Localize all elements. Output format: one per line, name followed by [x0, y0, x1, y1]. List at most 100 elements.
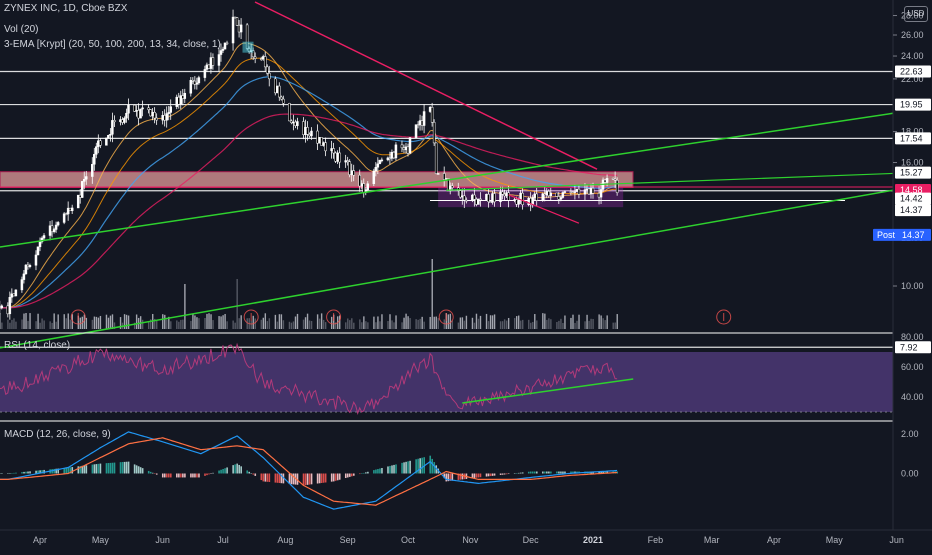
volume-bar [156, 320, 158, 329]
volume-bar [375, 322, 377, 329]
volume-bar [546, 319, 548, 329]
macd-histogram-bar [147, 470, 150, 474]
volume-bar [49, 321, 51, 329]
macd-histogram-bar [155, 473, 158, 475]
macd-histogram-bar [316, 473, 319, 484]
time-tick-label: Feb [648, 535, 664, 545]
price-level-tag [895, 98, 931, 111]
macd-histogram-bar [391, 465, 393, 474]
candle-body [50, 225, 54, 232]
volume-bar [184, 284, 186, 329]
candle-body [555, 192, 559, 197]
price-tick-label: 22.00 [901, 74, 924, 84]
volume-bar [43, 320, 45, 329]
downtrend-line [254, 1, 598, 170]
volume-bar [280, 314, 283, 329]
macd-histogram-bar [236, 463, 238, 474]
candle-body [362, 183, 366, 193]
macd-histogram-bar [218, 470, 220, 474]
macd-histogram-bar [548, 471, 550, 474]
time-tick-label: Sep [340, 535, 356, 545]
volume-bar [419, 318, 421, 329]
volume-bar [71, 314, 73, 329]
macd-histogram-bar [415, 459, 417, 474]
candle-body [105, 137, 108, 146]
volume-legend[interactable]: Vol (20) [4, 24, 39, 35]
candle-body [422, 111, 426, 126]
macd-legend[interactable]: MACD (12, 26, close, 9) [4, 429, 111, 440]
macd-histogram-bar [280, 473, 283, 484]
ema-legend[interactable]: 3-EMA [Krypt] (20, 50, 100, 200, 13, 34,… [4, 39, 221, 50]
macd-histogram-bar [471, 473, 474, 479]
candle-body [163, 115, 166, 121]
macd-histogram-bar [198, 473, 200, 478]
volume-bar [127, 315, 130, 329]
volume-bar [97, 317, 100, 329]
candle-body [54, 224, 58, 230]
macd-histogram-bar [562, 471, 564, 474]
candle-body [12, 293, 16, 297]
macd-histogram-bar [330, 473, 333, 482]
currency-badge[interactable]: USD [904, 6, 928, 22]
macd-histogram-bar [288, 473, 291, 484]
macd-histogram-bar [51, 469, 53, 474]
rsi-pane [0, 332, 893, 415]
volume-bar [522, 319, 524, 329]
volume-bar [147, 321, 150, 329]
candle-body [141, 107, 144, 110]
volume-bar [294, 316, 297, 329]
resistance-zone [0, 171, 634, 188]
volume-bar [491, 315, 494, 329]
volume-bars [0, 259, 618, 329]
volume-bar [401, 322, 403, 329]
symbol-title[interactable]: ZYNEX INC, 1D, Cboe BZX [4, 3, 128, 14]
macd-histogram-bar [63, 467, 66, 474]
candle-body [135, 110, 138, 112]
macd-histogram-bar [348, 473, 351, 477]
volume-bar [196, 317, 198, 329]
time-tick-label: 2021 [583, 535, 603, 545]
volume-bar [590, 318, 592, 329]
macd-histogram-bar [91, 464, 94, 474]
macd-histogram-bar [308, 473, 311, 485]
volume-bar [584, 321, 586, 329]
candle-body [350, 170, 353, 175]
volume-bar [154, 318, 156, 329]
candle-body [197, 77, 201, 84]
volume-bar [431, 259, 433, 329]
candle-body [583, 189, 587, 195]
candle-body [404, 146, 408, 150]
volume-bar [252, 315, 254, 329]
candle-body [24, 264, 28, 275]
volume-bar [63, 314, 65, 329]
uptrend-line-short [446, 172, 894, 191]
candle-body [34, 254, 38, 266]
macd-histogram-bar [320, 473, 323, 483]
macd-histogram-bar [346, 473, 349, 478]
macd-histogram-bar [192, 473, 194, 478]
volume-bar [513, 318, 516, 329]
volume-bar [246, 318, 248, 329]
candle-body [52, 229, 56, 232]
ema-200-line [0, 113, 618, 309]
volume-bar [55, 321, 57, 329]
candle-body [316, 130, 319, 144]
volume-bar [479, 315, 482, 329]
macd-histogram-bar [57, 468, 59, 474]
macd-histogram-bar [501, 473, 504, 475]
volume-bar [391, 320, 393, 329]
volume-bar [77, 315, 80, 329]
candle-body [585, 188, 589, 191]
volume-bar [477, 318, 480, 329]
volume-bar [182, 319, 184, 329]
macd-histogram-bar [190, 473, 192, 478]
volume-bar [198, 318, 200, 329]
macd-histogram-bar [208, 473, 210, 475]
macd-histogram-bar [264, 473, 267, 482]
rsi-legend[interactable]: RSI (14, close) [4, 340, 71, 351]
macd-histogram-bar [133, 464, 136, 474]
volume-bar [162, 314, 164, 329]
